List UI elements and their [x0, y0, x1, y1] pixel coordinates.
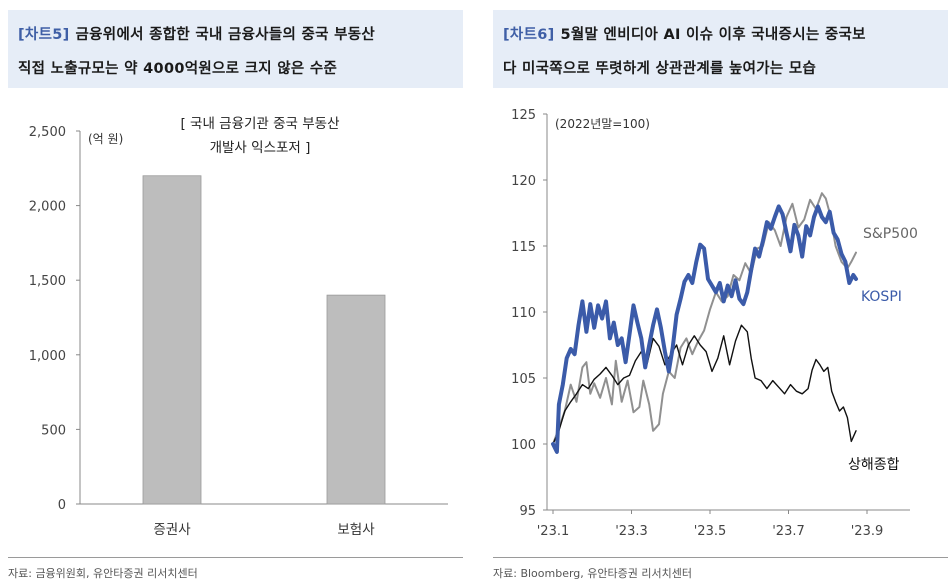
chart6-bottom-rule [493, 557, 948, 558]
bar-category-label: 보험사 [337, 522, 375, 538]
shanghai-series-label: 상해종합 [848, 457, 900, 473]
chart5-title-line1: [차트5] 금융위에서 종합한 국내 금융사들의 중국 부동산 [18, 18, 453, 52]
line-y-tick-label: 100 [511, 438, 536, 453]
line-x-tick-label: '23.7 [772, 524, 805, 539]
bar-y-tick-label: 2,000 [29, 200, 66, 215]
sp500-line [552, 192, 857, 445]
bar-chart-title-line2: 개발사 익스포저 ] [210, 140, 311, 156]
chart5-title-line2: 직접 노출규모는 약 4000억원으로 크지 않은 수준 [18, 61, 338, 77]
chart5-source: 자료: 금융위원회, 유안타증권 리서치센터 [8, 567, 198, 580]
chart6-title-line1: [차트6] 5월말 엔비디아 AI 이슈 이후 국내증시는 중국보 [503, 18, 938, 52]
bar [142, 175, 202, 505]
line-y-tick-label: 115 [511, 240, 536, 255]
chart5-title-text1: 금융위에서 종합한 국내 금융사들의 중국 부동산 [75, 27, 376, 43]
line-y-tick-label: 105 [511, 372, 536, 387]
chart6-header: [차트6] 5월말 엔비디아 AI 이슈 이후 국내증시는 중국보 다 미국쪽으로… [493, 10, 948, 88]
chart6-title-text1: 5월말 엔비디아 AI 이슈 이후 국내증시는 중국보 [560, 27, 866, 43]
sp500-series-label: S&P500 [863, 226, 918, 242]
bar-y-tick-label: 0 [58, 498, 66, 513]
chart6-tag: [차트6] [503, 27, 555, 43]
bar [326, 294, 386, 505]
line-chart: (2022년말=100) 95 100 105 110 115 120 125 '23.1 '2… [511, 108, 918, 539]
bar-y-tick-label: 1,000 [29, 349, 66, 364]
chart6-source: 자료: Bloomberg, 유안타증권 리서치센터 [493, 567, 692, 580]
kospi-line [551, 204, 858, 454]
chart5-bottom-rule [8, 557, 463, 558]
bar-y-tick-label: 1,500 [29, 274, 66, 289]
line-x-tick-label: '23.1 [537, 524, 570, 539]
line-note-label: (2022년말=100) [555, 117, 650, 131]
kospi-series-label: KOSPI [861, 289, 902, 305]
chart5-panel: [차트5] 금융위에서 종합한 국내 금융사들의 중국 부동산 직접 노출규모는 … [0, 0, 465, 587]
bar-chart-title-line1: [ 국내 금융기관 중국 부동산 [180, 116, 339, 132]
bar-category-label: 증권사 [153, 522, 191, 538]
bar-unit-label: (억 원) [88, 132, 123, 146]
shanghai-line [552, 324, 857, 445]
line-y-tick-label: 110 [511, 306, 536, 321]
line-x-tick-label: '23.3 [615, 524, 648, 539]
line-x-tick-label: '23.9 [851, 524, 884, 539]
line-x-tick-label: '23.5 [694, 524, 727, 539]
bar-chart: (억 원) [ 국내 금융기관 중국 부동산 개발사 익스포저 ] 0 500 1,… [29, 116, 448, 538]
line-y-tick-label: 120 [511, 174, 536, 189]
chart5-tag: [차트5] [18, 27, 70, 43]
bar-y-tick-label: 500 [41, 423, 66, 438]
chart6-title-line2: 다 미국쪽으로 뚜렷하게 상관관계를 높여가는 모습 [503, 61, 817, 77]
line-y-tick-label: 95 [519, 504, 536, 519]
bar-y-tick-label: 2,500 [29, 125, 66, 140]
chart6-panel: [차트6] 5월말 엔비디아 AI 이슈 이후 국내증시는 중국보 다 미국쪽으로… [485, 0, 950, 587]
chart5-header: [차트5] 금융위에서 종합한 국내 금융사들의 중국 부동산 직접 노출규모는 … [8, 10, 463, 88]
line-y-tick-label: 125 [511, 108, 536, 123]
